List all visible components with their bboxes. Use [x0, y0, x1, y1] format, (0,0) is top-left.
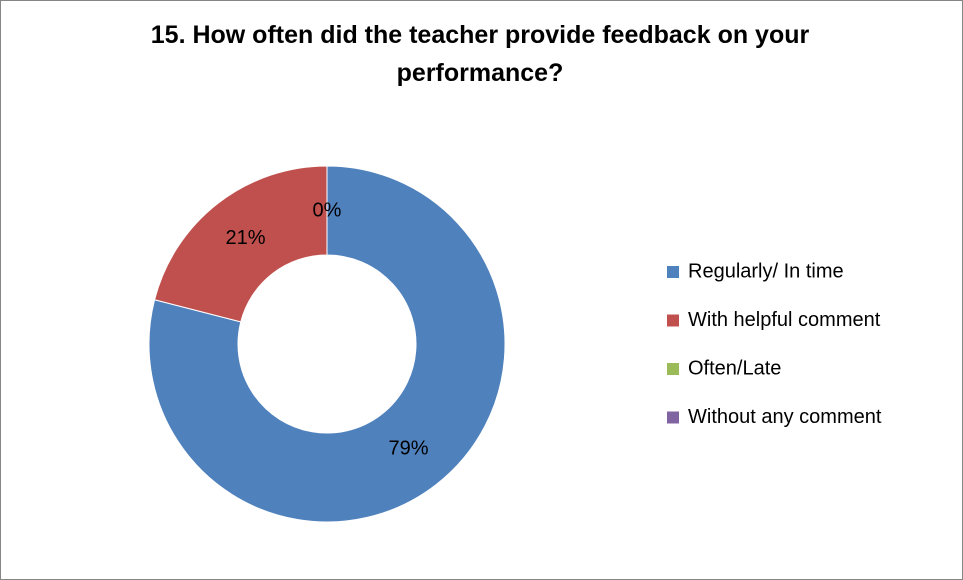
legend-label: Without any comment	[688, 406, 882, 428]
donut-slice	[153, 165, 328, 323]
data-label: 79%	[389, 437, 429, 459]
legend-label: Often/Late	[688, 357, 781, 379]
data-label: 0%	[313, 199, 342, 221]
donut-slice	[148, 165, 506, 523]
data-label: 21%	[225, 227, 265, 249]
legend-swatch	[667, 266, 679, 278]
legend-label: With helpful comment	[688, 309, 881, 331]
chart-title: 15. How often did the teacher provide fe…	[150, 21, 810, 87]
legend-swatch	[667, 411, 679, 424]
legend-label: Regularly/ In time	[688, 260, 844, 282]
legend-swatch	[667, 363, 679, 375]
legend-swatch	[667, 314, 679, 327]
